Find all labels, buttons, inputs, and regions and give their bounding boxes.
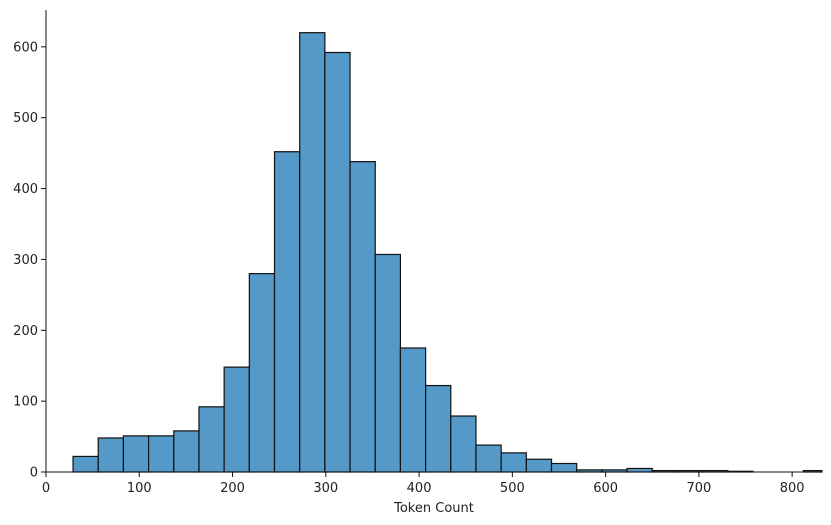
x-tick-label: 0 bbox=[42, 481, 50, 496]
histogram-bar bbox=[122, 435, 150, 473]
y-tick-label: 400 bbox=[13, 182, 38, 197]
histogram-bar bbox=[273, 151, 301, 473]
x-axis-ticks: 0 100 200 300 400 500 600 700 800 bbox=[42, 472, 805, 496]
x-axis-label: Token Count bbox=[393, 501, 474, 516]
histogram-bar bbox=[550, 462, 578, 473]
histogram-bar bbox=[500, 452, 527, 473]
histogram-bar bbox=[324, 51, 351, 473]
x-tick-label: 700 bbox=[686, 481, 711, 496]
histogram-bar bbox=[425, 384, 452, 473]
histogram-bar bbox=[450, 415, 477, 473]
histogram-bar bbox=[525, 458, 553, 473]
histogram-bar bbox=[173, 430, 200, 473]
y-axis-ticks: 0 100 200 300 400 500 600 bbox=[13, 40, 46, 481]
histogram-bar bbox=[97, 437, 125, 473]
histogram-bar bbox=[198, 406, 225, 473]
histogram-bar bbox=[299, 32, 326, 473]
y-tick-label: 100 bbox=[13, 395, 38, 410]
histogram-bar bbox=[223, 366, 250, 473]
x-tick-label: 100 bbox=[127, 481, 152, 496]
y-tick-label: 200 bbox=[13, 324, 38, 339]
y-tick-label: 300 bbox=[13, 253, 38, 268]
histogram-bar bbox=[626, 467, 653, 473]
x-tick-label: 300 bbox=[313, 481, 338, 496]
histogram-bar bbox=[349, 161, 376, 473]
x-tick-label: 200 bbox=[220, 481, 245, 496]
bars-group bbox=[72, 32, 823, 473]
histogram-bar bbox=[72, 455, 99, 473]
x-tick-label: 800 bbox=[780, 481, 805, 496]
x-tick-label: 500 bbox=[500, 481, 525, 496]
x-tick-label: 600 bbox=[593, 481, 618, 496]
histogram-bar bbox=[399, 347, 427, 473]
histogram-bar bbox=[475, 444, 502, 473]
histogram-bar bbox=[248, 272, 276, 473]
y-tick-label: 500 bbox=[13, 111, 38, 126]
y-tick-label: 600 bbox=[13, 40, 38, 55]
histogram-bar bbox=[374, 253, 402, 473]
y-tick-label: 0 bbox=[30, 466, 38, 481]
x-tick-label: 400 bbox=[407, 481, 432, 496]
histogram-bar bbox=[147, 435, 175, 473]
